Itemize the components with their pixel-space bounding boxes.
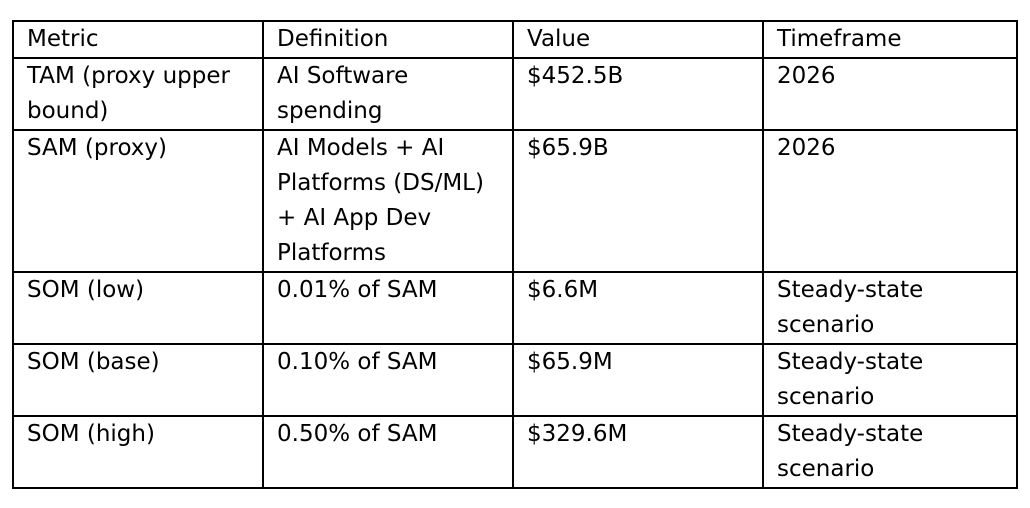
header-value: Value <box>512 20 764 59</box>
cell-metric: SOM (base) <box>12 343 264 417</box>
cell-timeframe: 2026 <box>762 129 1018 273</box>
cell-definition: 0.50% of SAM <box>262 415 514 489</box>
cell-metric: SAM (proxy) <box>12 129 264 273</box>
header-timeframe: Timeframe <box>762 20 1018 59</box>
cell-timeframe: Steady-state scenario <box>762 415 1018 489</box>
cell-metric: TAM (proxy upper bound) <box>12 57 264 131</box>
cell-timeframe: Steady-state scenario <box>762 271 1018 345</box>
cell-value: $6.6M <box>512 271 764 345</box>
cell-definition: 0.01% of SAM <box>262 271 514 345</box>
table-row: SOM (base) 0.10% of SAM $65.9M Steady-st… <box>12 343 1018 417</box>
cell-definition: AI Models + AI Platforms (DS/ML) + AI Ap… <box>262 129 514 273</box>
table-row: SAM (proxy) AI Models + AI Platforms (DS… <box>12 129 1018 273</box>
header-metric: Metric <box>12 20 264 59</box>
table-row: TAM (proxy upper bound) AI Software spen… <box>12 57 1018 131</box>
table-row: SOM (high) 0.50% of SAM $329.6M Steady-s… <box>12 415 1018 489</box>
cell-value: $65.9M <box>512 343 764 417</box>
table-row: SOM (low) 0.01% of SAM $6.6M Steady-stat… <box>12 271 1018 345</box>
document-page: Metric Definition Value Timeframe TAM (p… <box>12 20 1018 489</box>
cell-value: $65.9B <box>512 129 764 273</box>
cell-metric: SOM (low) <box>12 271 264 345</box>
market-size-table: Metric Definition Value Timeframe TAM (p… <box>12 20 1018 489</box>
cell-definition: 0.10% of SAM <box>262 343 514 417</box>
cell-definition: AI Software spending <box>262 57 514 131</box>
cell-value: $329.6M <box>512 415 764 489</box>
cell-timeframe: 2026 <box>762 57 1018 131</box>
header-definition: Definition <box>262 20 514 59</box>
cell-timeframe: Steady-state scenario <box>762 343 1018 417</box>
table-header-row: Metric Definition Value Timeframe <box>12 20 1018 59</box>
cell-metric: SOM (high) <box>12 415 264 489</box>
cell-value: $452.5B <box>512 57 764 131</box>
